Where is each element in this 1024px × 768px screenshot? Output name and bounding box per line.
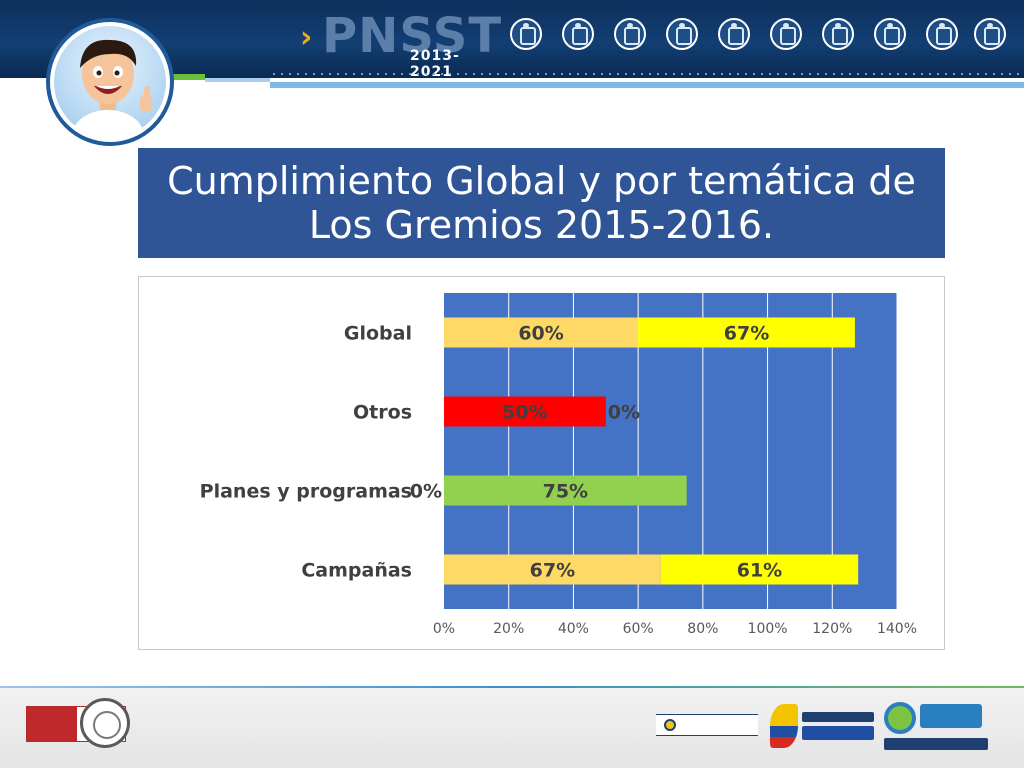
- slide-title-box: Cumplimiento Global y por temática de Lo…: [138, 148, 945, 258]
- slide-title: Cumplimiento Global y por temática de Lo…: [167, 159, 916, 247]
- oiss-logo: [884, 700, 994, 754]
- todos-logo-text-top: [802, 712, 874, 722]
- tools-icon: [666, 18, 698, 50]
- oiss-wordmark: [920, 704, 982, 728]
- category-label: Planes y programas: [200, 481, 412, 503]
- chevron-right-icon: ›: [300, 20, 313, 55]
- footer-divider: [0, 686, 1024, 689]
- oiss-subtitle: [884, 738, 988, 750]
- bar-segment: [444, 396, 606, 427]
- safety-icon: [718, 18, 750, 50]
- mintrabajo-logo: [656, 714, 758, 736]
- bureau-veritas-seal-icon: [80, 698, 130, 748]
- construction-icon: [770, 18, 802, 50]
- miner-icon: [822, 18, 854, 50]
- header-dotted-line: [270, 73, 1024, 75]
- stacked-bar-chart: 60% 67% 50% 0% 0% 75% 67% 61% Global Otros Planes…: [200, 293, 917, 637]
- brand-name: PNSST: [322, 8, 503, 64]
- x-tick-label: 60%: [623, 621, 654, 637]
- todos-por-un-nuevo-pais-logo: [770, 702, 876, 752]
- workers-group-icon: [562, 18, 594, 50]
- accent-bar-blue: [270, 82, 1024, 88]
- bars: 60% 67% 50% 0% 0% 75% 67% 61%: [410, 317, 859, 585]
- bar-segment: [638, 317, 855, 348]
- doctor-icon: [926, 18, 958, 50]
- x-tick-label: 100%: [748, 621, 788, 637]
- chart-frame: 60% 67% 50% 0% 0% 75% 67% 61% Global Otros Planes…: [138, 276, 945, 650]
- bureau-veritas-red-panel: [27, 707, 77, 741]
- mascot-avatar: [46, 18, 174, 146]
- oiss-emblem-icon: [884, 702, 916, 734]
- data-label: 67%: [724, 323, 769, 345]
- data-label: 75%: [543, 481, 588, 503]
- colombia-flag-icon: [770, 704, 798, 748]
- x-tick-labels: 0% 20% 40% 60% 80% 100% 120% 140%: [433, 621, 917, 637]
- scientist-icon: [974, 18, 1006, 50]
- category-label: Otros: [353, 402, 412, 424]
- x-tick-label: 0%: [433, 621, 455, 637]
- x-tick-label: 140%: [877, 621, 917, 637]
- bar-segment: [444, 317, 639, 348]
- data-label: 0%: [410, 481, 442, 503]
- data-label: 61%: [737, 560, 782, 582]
- bar-segment: [444, 554, 661, 585]
- brand-years: 2013-2021: [410, 48, 460, 80]
- colombia-shield-icon: [664, 719, 676, 731]
- worker-icon: [510, 18, 542, 50]
- x-tick-label: 120%: [812, 621, 852, 637]
- bar-segment: [444, 475, 687, 506]
- category-label: Campañas: [301, 560, 412, 582]
- category-labels: Global Otros Planes y programas Campañas: [200, 323, 412, 582]
- health-worker-icon: [874, 18, 906, 50]
- todos-logo-text-bottom: [802, 726, 874, 740]
- document-icon: [614, 18, 646, 50]
- x-tick-label: 20%: [493, 621, 524, 637]
- mascot-illustration: [72, 39, 152, 142]
- x-tick-label: 40%: [558, 621, 589, 637]
- data-label: 50%: [502, 402, 547, 424]
- accent-bar-light-blue: [205, 78, 270, 82]
- data-label: 67%: [530, 560, 575, 582]
- bar-segment: [660, 554, 859, 585]
- accent-bar-green: [160, 74, 205, 80]
- header-icon-row: [510, 18, 1010, 56]
- data-label: 0%: [608, 402, 640, 424]
- x-tick-label: 80%: [687, 621, 718, 637]
- category-label: Global: [344, 323, 412, 345]
- data-label: 60%: [518, 323, 563, 345]
- mascot-background: [54, 26, 166, 142]
